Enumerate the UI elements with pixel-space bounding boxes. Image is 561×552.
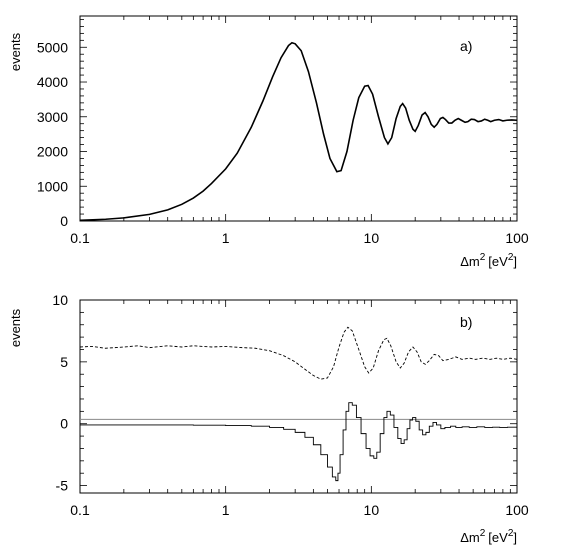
plot-frame-b [79,299,518,494]
panel-label-a: a) [460,38,472,54]
x-tick-label-a: 1 [222,230,230,246]
y-tick-label-b: 5 [60,354,68,370]
x-tick-label-b: 10 [364,502,380,518]
x-axis-label-b: Δm2 [eV2] [460,528,517,545]
x-tick-label-a: 100 [505,230,529,246]
chart-panel-b: 0.1 1 10 100 -5 0 5 10 events b) Δm2 [eV2] [8,292,529,545]
y-tick-label-a: 4000 [37,74,68,90]
panel-label-b: b) [460,314,472,330]
series-step-b [80,402,518,482]
y-tick-label-b: 0 [60,416,68,432]
x-tick-label-a: 10 [364,230,380,246]
tick-marks-a [79,16,518,222]
y-tick-label-b: 10 [52,292,68,308]
y-axis-label-a: events [8,32,23,71]
y-axis-label-b: events [8,308,23,347]
y-tick-label-a: 5000 [37,39,68,55]
x-tick-label-b: 100 [505,502,529,518]
curves-b [79,326,518,482]
x-tick-label-b: 0.1 [70,502,90,518]
y-tick-label-a: 3000 [37,109,68,125]
plot-frame-a [79,15,518,222]
x-axis-label-a: Δm2 [eV2] [460,252,517,269]
y-tick-label-a: 0 [60,213,68,229]
series-solid-a [79,41,518,222]
tick-labels-b: 0.1 1 10 100 -5 0 5 10 [52,292,528,518]
y-tick-label-b: -5 [56,478,69,494]
curves-a [79,41,518,222]
y-tick-label-a: 2000 [37,144,68,160]
tick-marks-b [79,299,518,493]
x-tick-label-a: 0.1 [70,230,90,246]
x-tick-label-b: 1 [222,502,230,518]
series-dashed-b [79,326,518,380]
y-tick-label-a: 1000 [37,178,68,194]
